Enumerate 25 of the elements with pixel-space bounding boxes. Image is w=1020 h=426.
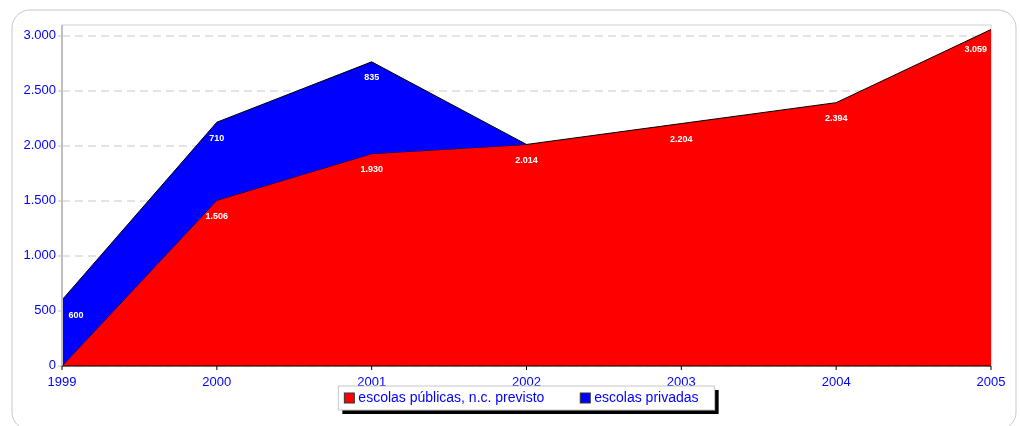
x-tick-label: 1999 xyxy=(47,374,77,389)
series-label: escolas públicas, n.c. previsto xyxy=(358,388,545,405)
y-tick-label: 1.500 xyxy=(23,192,56,208)
x-tick-label: 2003 xyxy=(666,374,696,389)
data-label: 2.204 xyxy=(670,133,693,144)
y-tick-label: 500 xyxy=(34,302,56,318)
x-tick-label: 2005 xyxy=(976,374,1006,389)
data-label: 1.506 xyxy=(205,210,229,221)
data-label: 835 xyxy=(364,72,380,83)
data-label: 2.394 xyxy=(824,113,848,124)
data-label: 3.059 xyxy=(964,43,987,54)
y-tick-label: 3.000 xyxy=(23,27,56,43)
data-label: 1.930 xyxy=(360,164,383,175)
x-tick-label: 2000 xyxy=(202,374,232,389)
x-tick-label: 2004 xyxy=(821,374,851,389)
y-tick-label: 2.000 xyxy=(23,137,56,153)
data-label: 710 xyxy=(209,132,225,143)
y-tick-label: 1.000 xyxy=(23,247,56,263)
data-label: 2.014 xyxy=(515,154,538,165)
data-label: 600 xyxy=(68,310,84,321)
x-tick-label: 2001 xyxy=(357,374,387,389)
y-tick-label: 0 xyxy=(48,357,56,373)
legend-label: escolas privadas xyxy=(594,388,699,405)
y-tick-label: 2.500 xyxy=(23,82,56,98)
x-tick-label: 2002 xyxy=(512,374,541,389)
